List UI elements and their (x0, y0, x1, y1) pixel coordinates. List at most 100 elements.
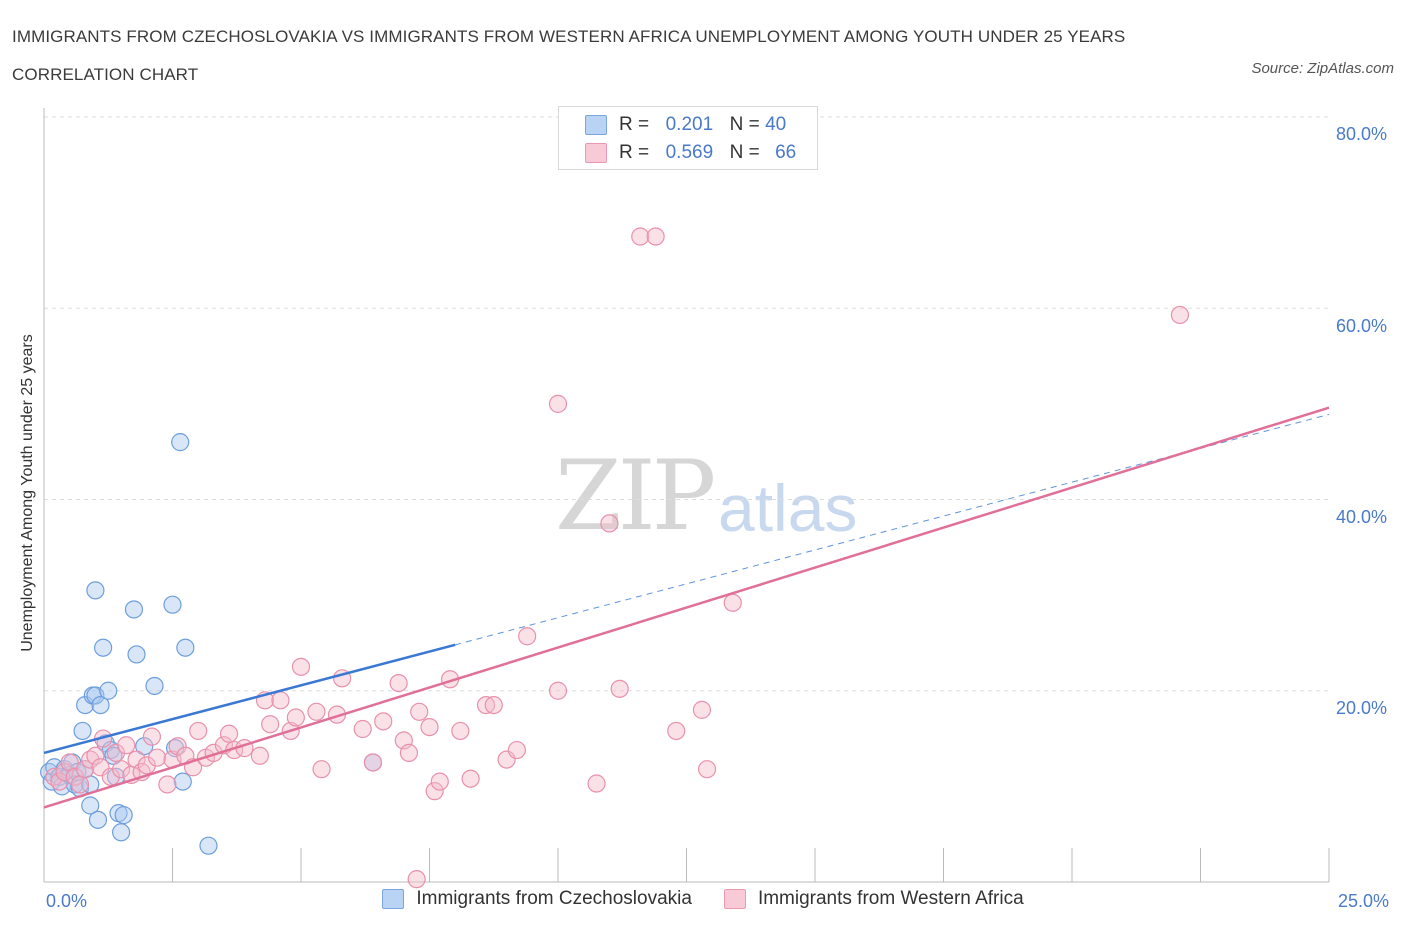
data-point-western-africa (312, 760, 331, 779)
data-point-western-africa (147, 748, 167, 767)
data-point-western-africa (399, 743, 419, 763)
data-point-western-africa (137, 756, 156, 775)
series-legend-czechoslovakia[interactable]: Immigrants from Czechoslovakia (382, 888, 692, 910)
data-point-czechoslovakia (135, 737, 154, 756)
data-point-czechoslovakia (127, 645, 146, 664)
data-point-czechoslovakia (176, 638, 195, 657)
series-legend: Immigrants from Czechoslovakia Immigrant… (0, 888, 1406, 910)
data-point-western-africa (111, 760, 131, 779)
data-point-western-africa (587, 774, 606, 793)
data-point-western-africa (484, 695, 503, 715)
data-point-western-africa (631, 227, 650, 246)
data-point-western-africa (548, 394, 568, 413)
data-point-western-africa (353, 719, 372, 739)
data-point-western-africa (600, 514, 619, 533)
data-point-czechoslovakia (114, 805, 133, 825)
data-point-western-africa (55, 762, 74, 782)
data-point-western-africa (142, 727, 162, 746)
data-point-western-africa (389, 673, 408, 693)
data-point-czechoslovakia (99, 681, 118, 700)
data-point-western-africa (518, 627, 537, 646)
data-point-western-africa (425, 782, 444, 801)
data-point-western-africa (548, 681, 568, 700)
data-point-western-africa (286, 708, 305, 727)
series-legend-western-africa[interactable]: Immigrants from Western Africa (723, 888, 1024, 910)
legend-r-label: R = (619, 142, 650, 163)
data-point-western-africa (60, 753, 79, 772)
data-point-czechoslovakia (199, 836, 218, 855)
legend-n-label: N = (729, 114, 760, 135)
data-point-western-africa (476, 695, 496, 715)
data-point-western-africa (410, 702, 429, 721)
data-point-western-africa (507, 740, 526, 760)
data-point-western-africa (692, 700, 712, 719)
data-point-western-africa (363, 753, 383, 772)
data-point-czechoslovakia (104, 746, 123, 765)
data-point-western-africa (420, 717, 439, 737)
trend-line-western-africa (43, 406, 1330, 809)
data-point-czechoslovakia (81, 796, 100, 815)
y-tick-label-60: 60.0% (1336, 316, 1388, 336)
data-point-western-africa (101, 767, 120, 786)
data-point-western-africa (307, 702, 326, 721)
legend-r-label: R = (619, 114, 650, 135)
data-point-czechoslovakia (73, 721, 92, 741)
data-point-czechoslovakia (94, 638, 113, 657)
series-legend-label: Immigrants from Czechoslovakia (416, 888, 692, 909)
data-point-western-africa (261, 715, 280, 734)
data-point-western-africa (219, 724, 239, 743)
data-point-czechoslovakia (111, 823, 131, 842)
data-point-czechoslovakia (88, 810, 108, 829)
data-point-western-africa (250, 746, 269, 765)
data-point-western-africa (407, 870, 426, 889)
data-point-western-africa (271, 691, 290, 710)
source-credit: Source: ZipAtlas.com (1251, 60, 1394, 77)
legend-swatch-pink (585, 143, 607, 163)
data-point-western-africa (374, 712, 393, 731)
data-point-czechoslovakia (124, 600, 144, 619)
data-point-western-africa (158, 775, 177, 794)
data-point-czechoslovakia (163, 595, 182, 614)
chart-title: IMMIGRANTS FROM CZECHOSLOVAKIA VS IMMIGR… (12, 27, 1126, 84)
y-tick-label-40: 40.0% (1336, 507, 1388, 527)
legend-n-value: 66 (775, 142, 797, 163)
stats-legend: R = 0.201 N = 40 R = 0.569 N = 66 (558, 106, 818, 170)
data-point-western-africa (291, 657, 311, 676)
data-point-western-africa (697, 760, 717, 779)
legend-row-western-africa: R = 0.569 N = 66 (585, 140, 796, 166)
data-point-western-africa (1170, 305, 1190, 325)
data-point-western-africa (667, 721, 686, 741)
data-point-czechoslovakia (165, 739, 185, 758)
legend-r-value: 0.569 (665, 142, 714, 163)
legend-row-czechoslovakia: R = 0.201 N = 40 (585, 112, 786, 138)
series-legend-label: Immigrants from Western Africa (757, 888, 1024, 909)
data-point-czechoslovakia (173, 772, 192, 791)
data-point-czechoslovakia (145, 676, 164, 696)
data-point-czechoslovakia (86, 581, 105, 600)
data-point-western-africa (461, 769, 480, 788)
data-point-western-africa (189, 721, 208, 741)
data-point-western-africa (86, 746, 105, 765)
legend-swatch-blue (382, 889, 405, 909)
data-point-czechoslovakia (171, 433, 190, 452)
data-point-western-africa (168, 737, 187, 756)
legend-n-value: 40 (765, 114, 787, 135)
y-tick-label-80: 80.0% (1336, 124, 1388, 144)
data-point-western-africa (646, 227, 665, 246)
data-point-western-africa (76, 760, 95, 779)
data-point-western-africa (451, 721, 470, 741)
trend-line-czechoslovakia (43, 643, 456, 755)
data-point-western-africa (610, 679, 629, 698)
legend-n-label: N = (729, 142, 760, 163)
watermark-zip: ZIP (555, 440, 716, 552)
x-tick-label-min: 0.0% (46, 891, 88, 911)
y-tick-label-20: 20.0% (1336, 698, 1388, 718)
x-tick-label-max: 25.0% (1338, 891, 1390, 911)
data-point-western-africa (723, 593, 742, 612)
data-point-western-africa (106, 743, 126, 763)
data-point-western-africa (117, 736, 136, 755)
watermark-atlas: atlas (718, 471, 858, 545)
data-point-western-africa (430, 772, 449, 791)
legend-swatch-pink (723, 889, 746, 909)
legend-swatch-blue (585, 115, 607, 135)
